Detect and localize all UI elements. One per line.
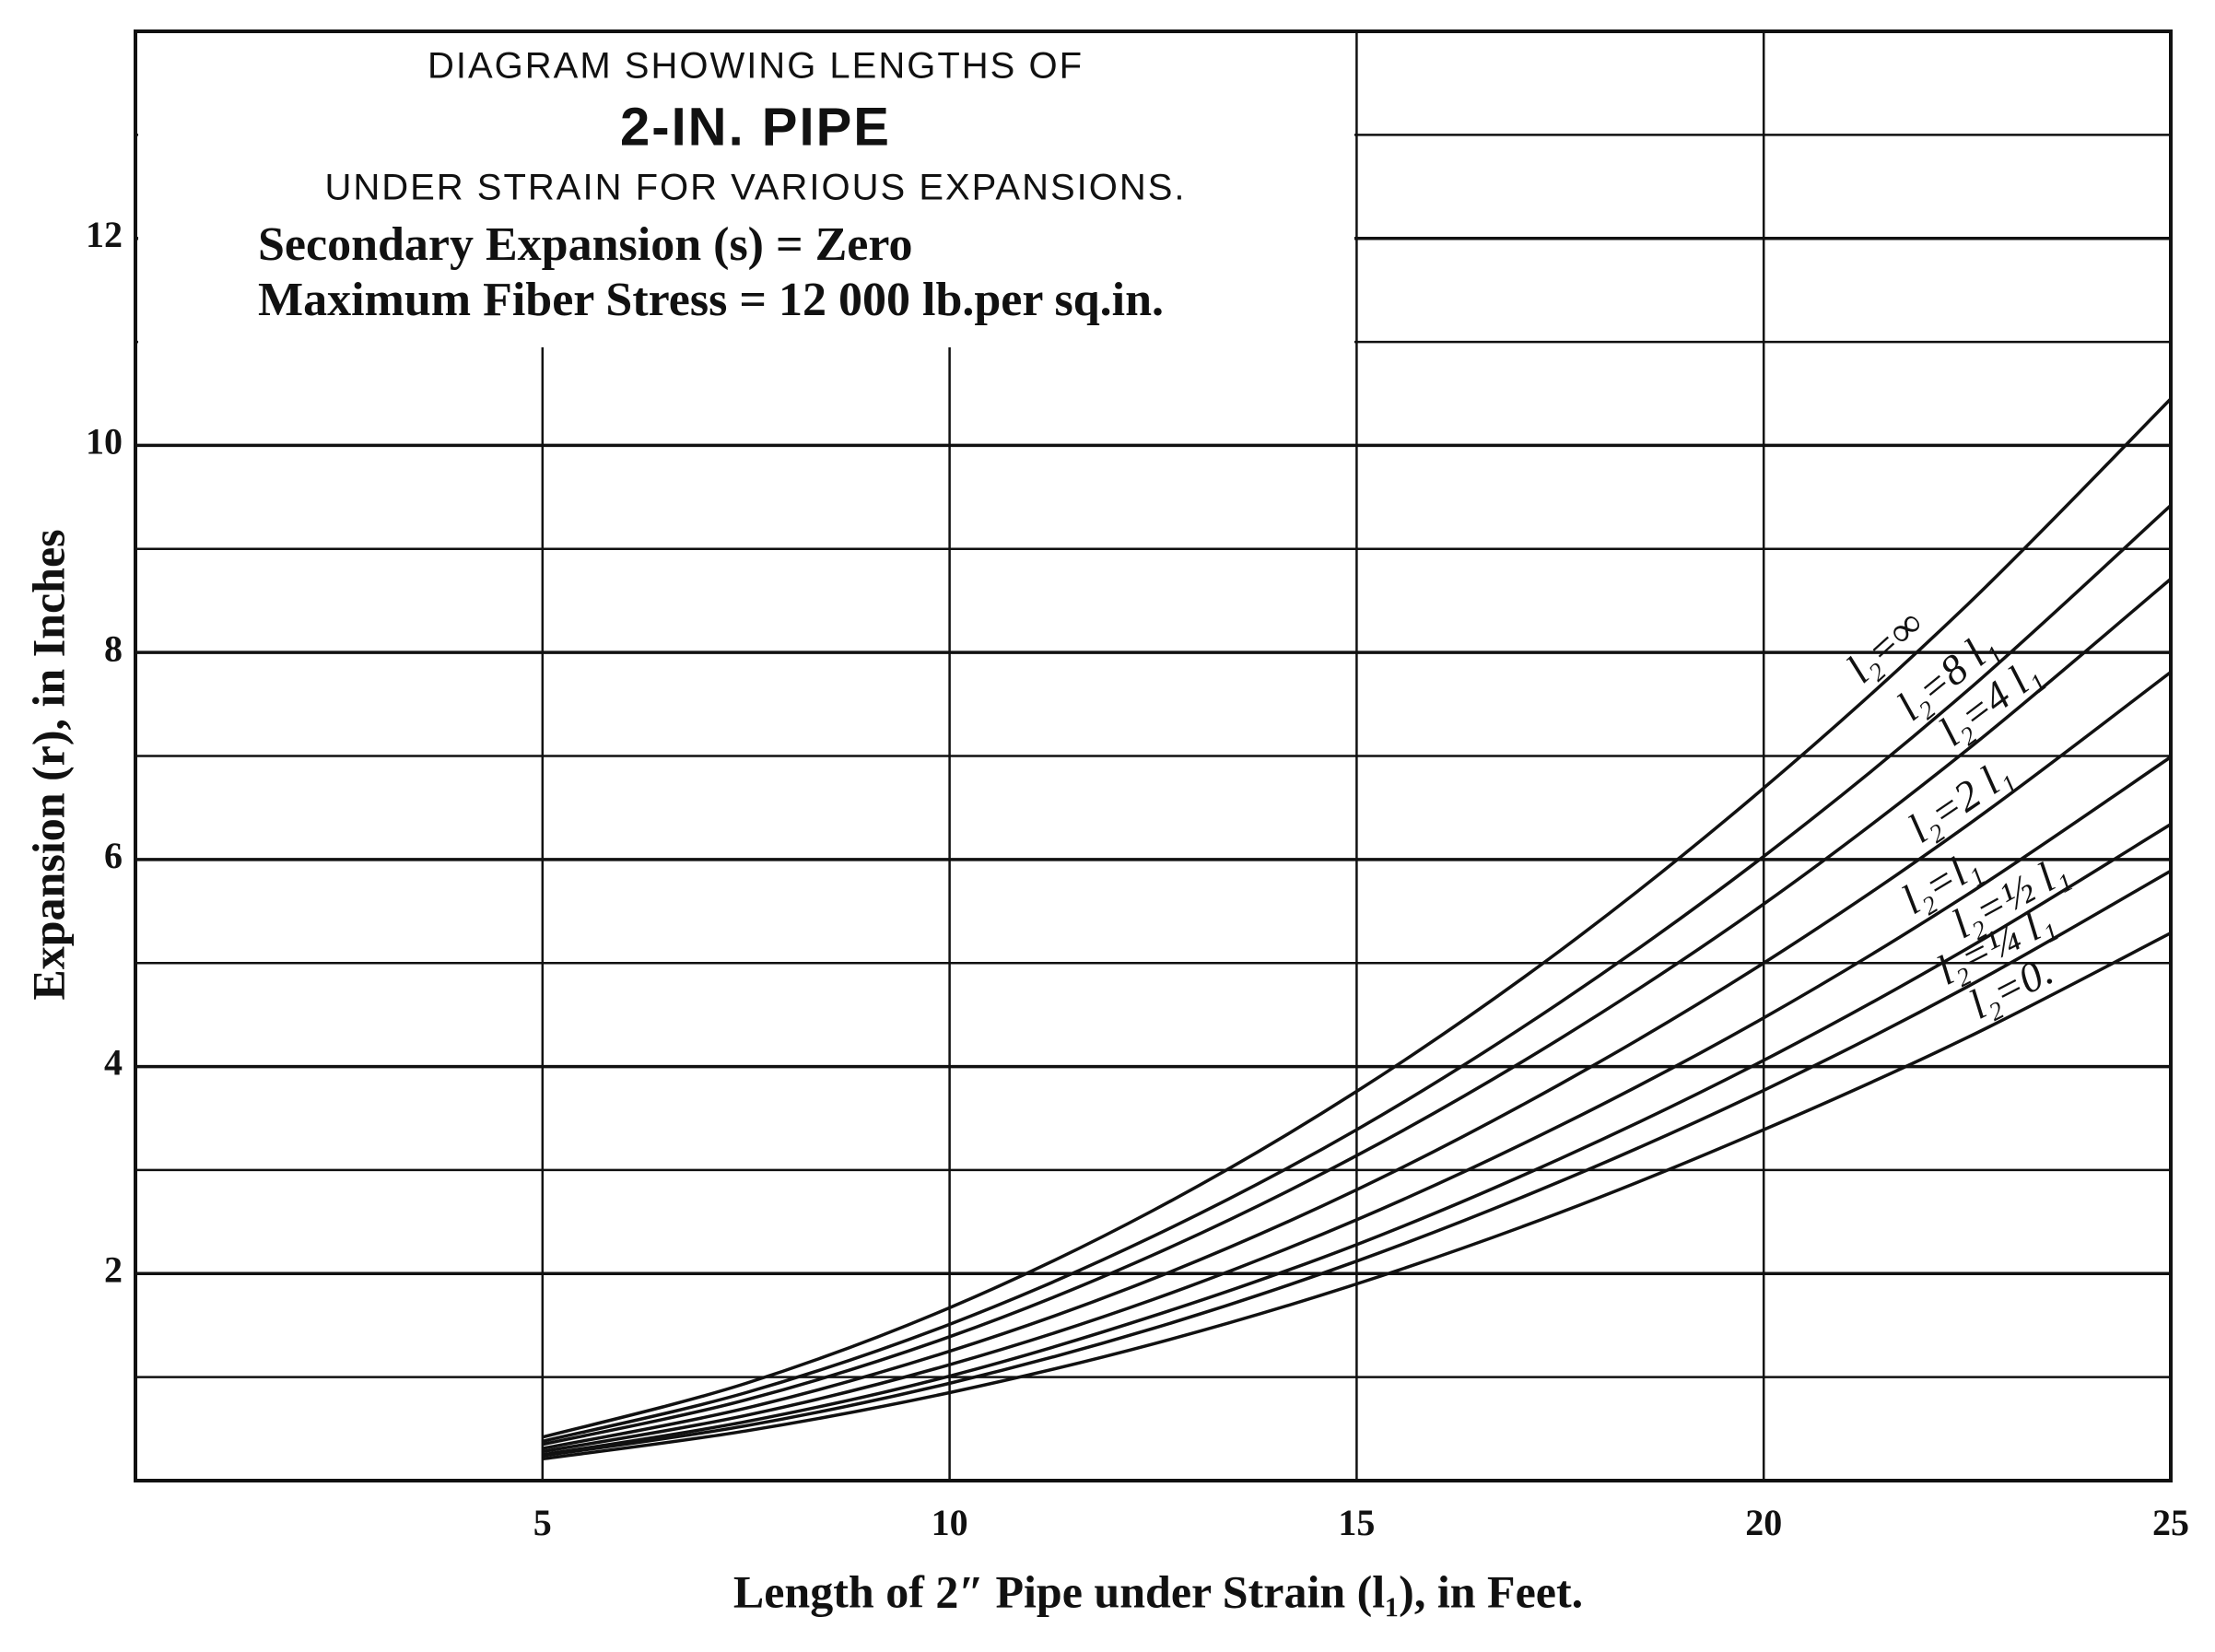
- line-series: [542, 869, 2172, 1458]
- x-axis-title: Length of 2″ Pipe under Strain (l₁), in …: [733, 1565, 1583, 1617]
- line-series: [542, 671, 2173, 1450]
- y-tick-label: 4: [104, 1042, 123, 1084]
- annotation: Maximum Fiber Stress = 12 000 lb.per sq.…: [258, 274, 1164, 326]
- y-tick-label: 2: [104, 1248, 123, 1290]
- chart-subtitle: 2-IN. PIPE: [620, 97, 891, 157]
- plot-frame: [134, 29, 2173, 1482]
- line-series: [542, 823, 2172, 1457]
- y-tick-label: 10: [86, 421, 123, 463]
- x-tick-label: 10: [932, 1502, 968, 1543]
- line-series: [542, 578, 2173, 1447]
- y-tick-label: 6: [104, 835, 123, 876]
- y-tick-label: 12: [86, 214, 123, 255]
- x-tick-label: 15: [1338, 1502, 1375, 1543]
- line-series: [542, 931, 2172, 1461]
- annotation: Secondary Expansion (s) = Zero: [258, 218, 913, 271]
- line-series: [542, 756, 2172, 1454]
- x-tick-label: 25: [2152, 1502, 2189, 1543]
- x-tick-label: 5: [533, 1502, 552, 1543]
- x-tick-label: 20: [1745, 1502, 1782, 1543]
- chart-title: DIAGRAM SHOWING LENGTHS OF: [428, 46, 1084, 87]
- chart-subtitle: UNDER STRAIN FOR VARIOUS EXPANSIONS.: [324, 168, 1186, 208]
- y-axis-title: Expansion (r), in Inches: [22, 529, 74, 1000]
- line-series: [542, 504, 2173, 1444]
- y-tick-label: 8: [104, 627, 123, 669]
- line-series: [542, 397, 2173, 1439]
- title-box: [138, 33, 1354, 347]
